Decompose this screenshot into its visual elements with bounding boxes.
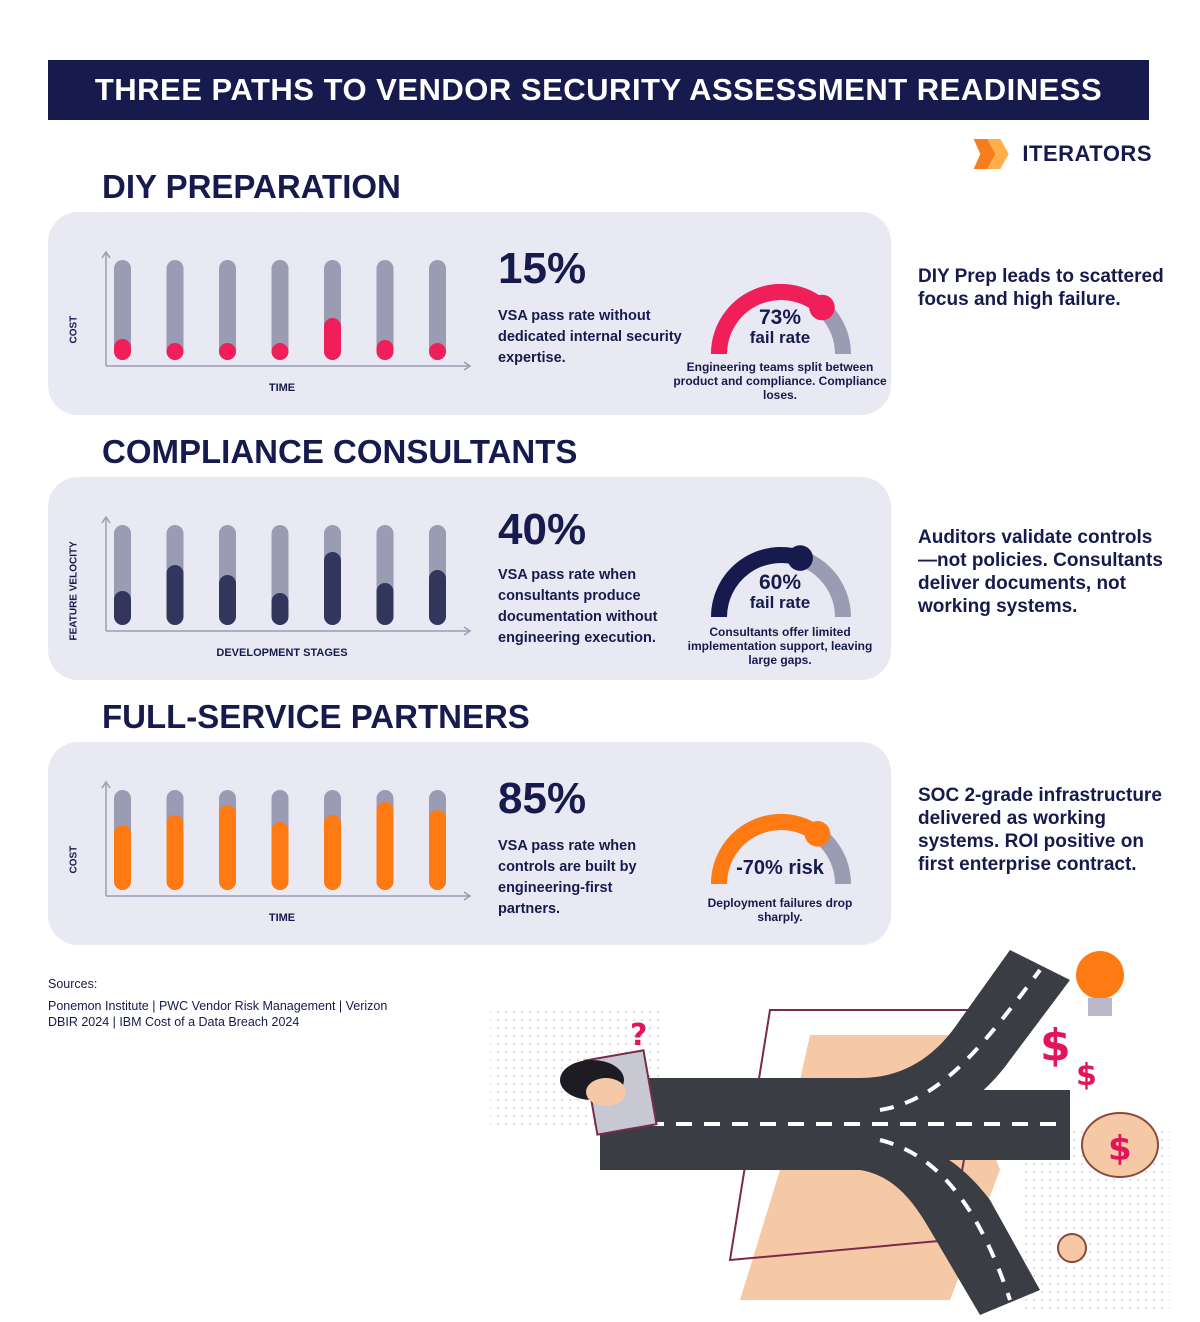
x-axis-arrow [463,361,472,371]
gauge-risk [711,814,851,885]
bar [166,565,184,625]
sources-heading: Sources: [48,977,98,991]
iterators-logo-icon [973,138,1009,170]
x-axis-arrow [463,891,472,901]
gauge-caption: Consultants offer limited implementation… [687,625,873,667]
stat-value: 40% [498,505,587,554]
gauge-label: 73% fail rate [728,306,832,348]
bar-track [271,260,289,360]
bar [166,343,184,360]
bar [271,593,289,625]
x-axis-label: DEVELOPMENT STAGES [216,647,348,659]
bar-track [219,260,236,360]
side-note-partners: SOC 2-grade infrastructure delivered as … [918,785,1162,875]
bar [166,815,184,890]
x-axis-arrow [463,626,472,636]
dollar-icon: $ [1040,1020,1071,1071]
x-axis-label: TIME [268,382,296,394]
stat-value: 85% [498,774,587,823]
brand-logo: ITERATORS [972,134,1152,174]
money-bag-dollar: $ [1108,1129,1132,1169]
panel-partners: COST TIME 85% VSA pass rate when control… [48,742,891,945]
bar-chart-consultants [101,515,472,636]
gauge-label: -70% risk [716,858,844,878]
bar [324,318,341,360]
bar [376,340,394,360]
bar [429,343,446,360]
y-axis-arrow [101,250,111,259]
stat-description: VSA pass rate without dedicated internal… [498,308,682,366]
panel-consultants: FEATURE VELOCITY DEVELOPMENT STAGES 40% … [48,477,891,680]
gauge-fail-rate [711,284,851,355]
road-lower-branch [860,1130,1040,1315]
bar [324,815,341,890]
y-axis-arrow [101,780,111,789]
stat-value: 15% [498,244,587,293]
bar [219,575,236,625]
question-mark-icon: ? [630,1018,647,1053]
gauge-sublabel: fail rate [749,593,811,612]
gauge-fill [711,547,803,618]
y-axis-label: COST [68,845,80,874]
lightbulb-icon [1076,951,1124,999]
y-axis-arrow [101,515,111,524]
gauge-caption: Deployment failures drop sharply. [707,896,853,924]
bar [324,552,341,625]
bar [114,825,131,890]
road-upper-branch [860,950,1070,1130]
dollar-icon-small: $ [1076,1058,1097,1093]
gauge-fill [711,284,828,355]
sources: Sources: Ponemon Institute | PWC Vendor … [48,976,388,1030]
bar [429,810,446,890]
bar [429,570,446,625]
bar [376,583,394,625]
y-axis-label: COST [68,315,80,344]
road-markings-upper [879,968,1042,1112]
lightbulb-small-icon [1057,1233,1087,1263]
bar-track [376,260,394,360]
gauge-knob [787,545,813,571]
gauge-caption: Engineering teams split between product … [673,360,887,402]
y-axis-label: FEATURE VELOCITY [68,541,80,641]
gauge-sublabel: fail rate [749,328,811,347]
bar-track [166,260,184,360]
gauge-fail-rate [711,545,851,618]
gauge-value: -70% risk [736,857,824,879]
road-main [600,1078,860,1170]
stat-description: VSA pass rate when controls are built by… [498,838,637,917]
bar [114,339,131,360]
bar-chart-partners [101,780,472,901]
section-title-consultants: COMPLIANCE CONSULTANTS [102,433,578,470]
bar [219,805,236,890]
money-bag-icon [1081,1112,1159,1178]
gauge-label: 60% fail rate [728,571,832,613]
bar-chart-diy [101,250,472,371]
gauge-value: 73% [758,306,802,329]
bar-track [114,260,131,360]
x-axis-label: TIME [268,912,296,924]
crossroads-illustration: ? $ $ $ [490,950,1170,1315]
section-title-diy: DIY PREPARATION [102,168,401,205]
section-title-partners: FULL-SERVICE PARTNERS [102,698,530,735]
bar [271,343,289,360]
sources-list: Ponemon Institute | PWC Vendor Risk Mana… [48,999,388,1029]
panel-diy: COST TIME 15% VSA pass rate without dedi… [48,212,891,415]
bar [271,822,289,890]
page-title: THREE PATHS TO VENDOR SECURITY ASSESSMEN… [48,60,1149,120]
lightbulb-base [1088,998,1112,1016]
stat-description: VSA pass rate when consultants produce d… [498,567,658,646]
gauge-knob [809,294,835,321]
bar [376,802,394,890]
gauge-value: 60% [758,571,802,594]
gauge-knob [804,821,831,847]
side-note-consultants: Auditors validate controls—not policies.… [918,527,1163,617]
brand-name: ITERATORS [1022,141,1152,166]
gauge-fill [711,814,823,885]
bar [114,591,131,625]
side-note-diy: DIY Prep leads to scattered focus and hi… [918,266,1164,310]
person-face [586,1078,626,1106]
bar-track [429,260,446,360]
bar [219,343,236,360]
